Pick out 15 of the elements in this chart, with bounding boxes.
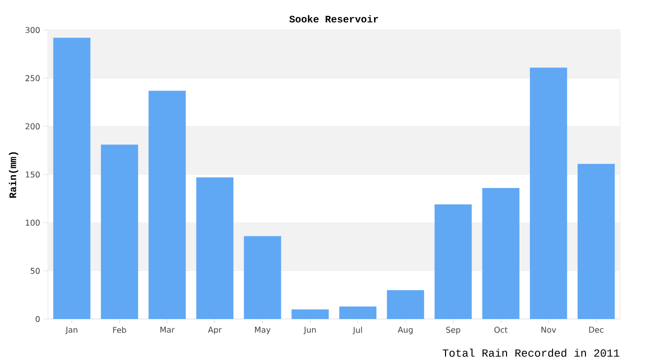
bar	[482, 188, 520, 319]
bar	[100, 144, 138, 319]
bar	[386, 290, 424, 319]
bar	[434, 204, 472, 319]
chart-title: Sooke Reservoir	[289, 15, 378, 22]
bar	[148, 90, 186, 319]
bar	[244, 236, 282, 319]
bar	[578, 164, 615, 319]
bar	[339, 306, 376, 319]
bar	[53, 38, 90, 319]
bar	[196, 177, 234, 319]
y-axis-title: Rain(mm)	[8, 152, 18, 198]
bar	[292, 309, 329, 319]
bar	[530, 68, 568, 319]
text: Total Rain Recorded in 2011	[442, 348, 620, 357]
